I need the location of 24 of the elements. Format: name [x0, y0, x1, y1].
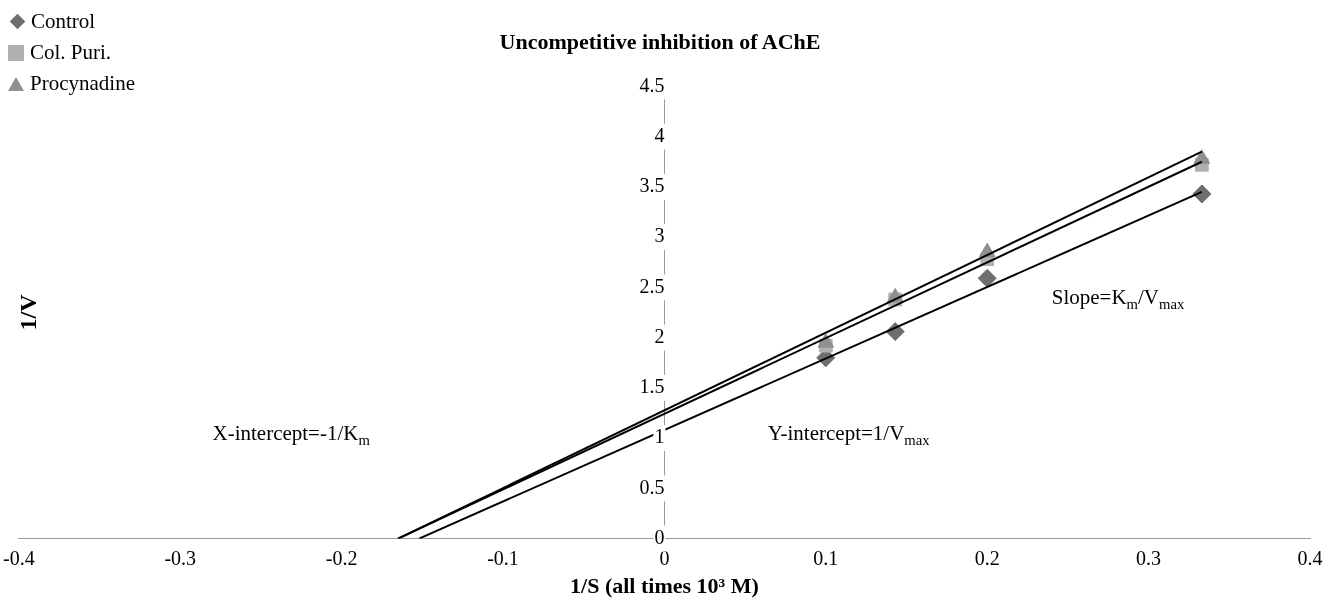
legend-label: Procynadine — [30, 70, 135, 97]
legend-label: Col. Puri. — [30, 39, 112, 66]
x-tick-label: -0.3 — [164, 546, 197, 569]
y-tick-label: 4 — [654, 123, 665, 146]
y-tick-label: 2 — [654, 324, 665, 347]
y-axis-title: 1/V — [15, 293, 42, 331]
y-tick-label: 0 — [654, 525, 665, 548]
y-tick-label: 0.5 — [639, 475, 665, 498]
legend-label: Control — [31, 8, 96, 35]
y-tick-label: 1.5 — [639, 375, 665, 398]
chart-title: Uncompetitive inhibition of AChE — [499, 28, 821, 54]
x-tick-label: 0.2 — [974, 546, 1000, 569]
y-tick-label: 3 — [654, 224, 665, 247]
x-axis-title: 1/S (all times 10³ M) — [570, 573, 759, 599]
x-tick-label: 0.3 — [1136, 546, 1162, 569]
x-tick-label: -0.4 — [2, 546, 35, 569]
y-tick-label: 4.5 — [639, 73, 665, 96]
x-tick-label: 0.4 — [1297, 546, 1323, 569]
y-tick-label: 3.5 — [639, 174, 665, 197]
x-tick-label: 0.1 — [813, 546, 839, 569]
x-tick-label: -0.2 — [325, 546, 358, 569]
y-tick-label: 2.5 — [639, 274, 665, 297]
x-tick-label: -0.1 — [487, 546, 519, 569]
y-tick-label: 1 — [654, 425, 665, 448]
